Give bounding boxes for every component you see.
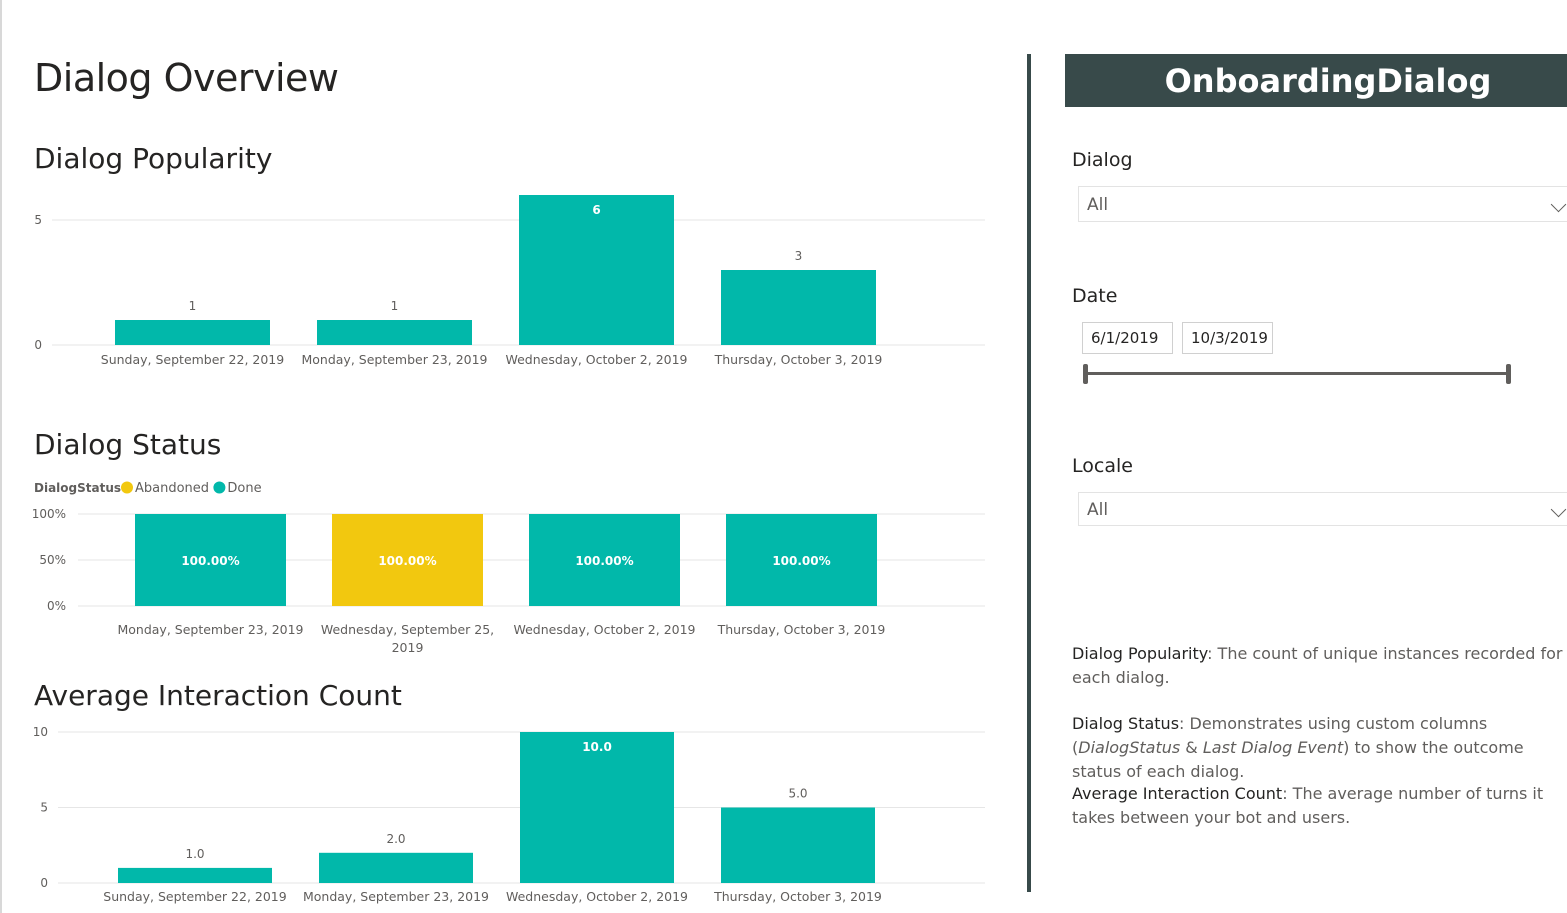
banner-title: OnboardingDialog [1164,62,1492,100]
x-axis-tick-label: Monday, September 23, 2019 [301,352,487,367]
locale-dropdown[interactable]: All [1078,492,1567,526]
y-axis-tick-label: 5 [34,213,42,227]
average-interaction-count-chart[interactable]: 0 5 10 1.0 Sunday, September 22, 2019 2.0 Mond… [0,722,1000,913]
x-axis-tick-label: Wednesday, September 25, [321,622,494,637]
bar[interactable] [726,514,877,606]
bar[interactable] [118,867,272,883]
bar[interactable] [319,852,473,883]
popularity-text: : The count of unique instances recorded… [1072,644,1563,687]
x-axis-tick-label: Wednesday, October 2, 2019 [513,622,695,637]
bar[interactable] [721,807,875,884]
y-axis-tick-label: 5 [40,801,48,815]
interaction-description: Average Interaction Count: The average n… [1072,782,1567,830]
y-axis-tick-label: 10 [33,725,48,739]
x-axis-tick-label: Wednesday, October 2, 2019 [505,352,687,367]
y-axis-tick-label: 50% [39,553,66,567]
bar[interactable] [519,195,674,345]
data-label: 100.00% [772,554,830,568]
start-date-input[interactable]: 6/1/2019 [1082,322,1173,354]
dialog-slicer-label: Dialog [1072,149,1133,171]
average-interaction-count-title: Average Interaction Count [34,679,402,712]
slider-end-handle[interactable] [1506,364,1511,384]
y-axis-tick-label: 100% [32,507,66,521]
date-slicer-label: Date [1072,285,1118,307]
dialog-popularity-chart[interactable]: 0 5 1 Sunday, September 22, 2019 1 Monday, Se… [0,190,1000,375]
data-label: 1.0 [185,847,204,861]
x-axis-tick-label: Thursday, October 3, 2019 [713,889,882,904]
chevron-down-icon [1550,501,1567,518]
y-axis-tick-label: 0% [47,599,66,613]
status-description: Dialog Status: Demonstrates using custom… [1072,712,1567,784]
legend-marker [121,481,133,494]
data-label: 2.0 [386,832,405,846]
bar[interactable] [317,320,472,345]
bar[interactable] [135,514,286,606]
interaction-term: Average Interaction Count [1072,784,1283,803]
y-axis-tick-label: 0 [34,338,42,352]
data-label: 1 [189,299,197,313]
x-axis-tick-label: Thursday, October 3, 2019 [714,352,883,367]
chevron-down-icon [1550,196,1567,213]
locale-dropdown-value: All [1087,500,1109,520]
legend-marker [213,481,226,494]
x-axis-tick-label: Sunday, September 22, 2019 [103,889,286,904]
bar[interactable] [529,514,680,606]
data-label: 5.0 [788,787,807,801]
data-label: 100.00% [575,554,633,568]
page-title: Dialog Overview [34,56,339,100]
dialog-banner: OnboardingDialog [1065,54,1567,107]
status-text-2: & [1180,738,1203,757]
legend-label[interactable]: Abandoned [135,481,209,496]
data-label: 6 [592,203,600,217]
data-label: 10.0 [582,740,612,754]
date-range-slider[interactable] [1083,362,1513,386]
slider-start-handle[interactable] [1083,364,1088,384]
status-text-3: ) to show the outcome status of each dia… [1072,738,1524,781]
status-em-1: DialogStatus [1078,738,1181,757]
dialog-dropdown[interactable]: All [1078,186,1567,222]
status-text-1: : Demonstrates using custom columns ( [1072,714,1488,757]
dialog-dropdown-value: All [1087,195,1109,215]
bar[interactable] [115,320,270,345]
popularity-description: Dialog Popularity: The count of unique i… [1072,642,1567,690]
status-term: Dialog Status [1072,714,1180,733]
data-label: 1 [391,299,399,313]
locale-slicer-label: Locale [1072,455,1133,477]
dialog-status-title: Dialog Status [34,428,222,461]
bar[interactable] [520,732,674,883]
x-axis-tick-label: Monday, September 23, 2019 [117,622,303,637]
data-label: 3 [795,249,803,263]
x-axis-tick-label: Sunday, September 22, 2019 [101,352,284,367]
popularity-term: Dialog Popularity [1072,644,1208,663]
x-axis-tick-label: 2019 [392,640,424,655]
data-label: 100.00% [378,554,436,568]
panel-divider [1027,54,1031,892]
x-axis-tick-label: Wednesday, October 2, 2019 [506,889,688,904]
interaction-text: : The average number of turns it takes b… [1072,784,1544,827]
status-em-2: Last Dialog Event [1202,738,1344,757]
x-axis-tick-label: Thursday, October 3, 2019 [717,622,886,637]
y-axis-tick-label: 0 [40,876,48,890]
left-edge-border [0,0,2,913]
legend-title: DialogStatus [34,481,121,495]
dialog-popularity-title: Dialog Popularity [34,142,273,175]
bar[interactable] [721,270,876,345]
x-axis-tick-label: Monday, September 23, 2019 [303,889,489,904]
end-date-input[interactable]: 10/3/2019 [1182,322,1273,354]
legend-label[interactable]: Done [227,481,261,496]
slider-track [1085,372,1509,375]
bar[interactable] [332,514,483,606]
dialog-status-chart[interactable]: 0% 50% 100% DialogStatus Abandoned Done 100.00… [0,476,1000,661]
data-label: 100.00% [181,554,239,568]
